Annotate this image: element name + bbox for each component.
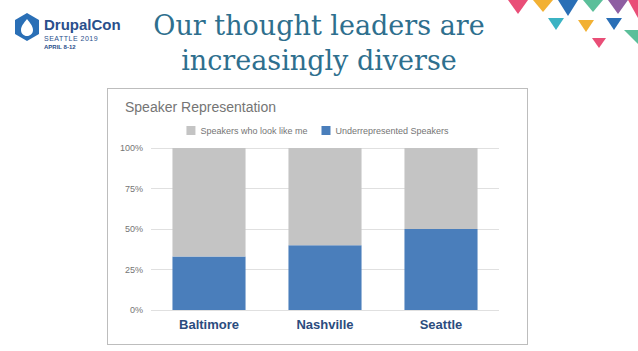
svg-text:Speaker Representation: Speaker Representation	[125, 99, 276, 115]
svg-text:Nashville: Nashville	[296, 317, 353, 332]
html-text:DrupalCon: DrupalCon	[44, 16, 121, 33]
svg-text:Baltimore: Baltimore	[179, 317, 239, 332]
html-text:APRIL 8-12: APRIL 8-12	[44, 44, 76, 50]
svg-text:0%: 0%	[130, 305, 143, 315]
html-text:Our thought leaders are increa: Our thought leaders are increasingly div…	[153, 10, 485, 76]
svg-text:Speakers who look like me: Speakers who look like me	[200, 126, 307, 136]
html-text:SEATTLE 2019: SEATTLE 2019	[44, 35, 99, 42]
svg-text:75%: 75%	[125, 184, 143, 194]
svg-text:50%: 50%	[125, 224, 143, 234]
svg-text:100%: 100%	[120, 143, 143, 153]
svg-text:Seattle: Seattle	[420, 317, 463, 332]
svg-text:25%: 25%	[125, 265, 143, 275]
svg-text:Underrepresented Speakers: Underrepresented Speakers	[335, 126, 449, 136]
